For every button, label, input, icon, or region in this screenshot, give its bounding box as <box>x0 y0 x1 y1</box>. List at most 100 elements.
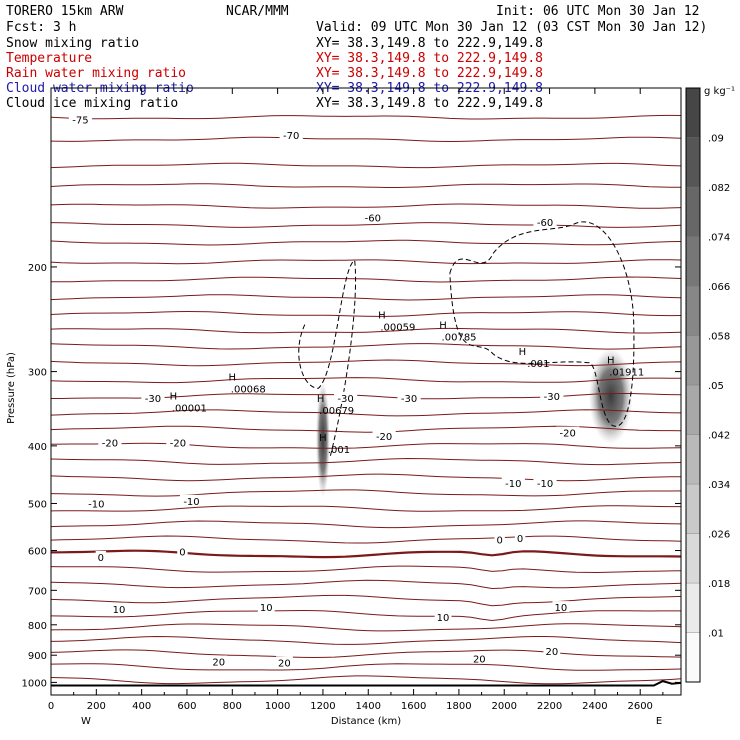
temp-label-20: 10 <box>113 605 126 616</box>
max-marker-0: H <box>170 392 178 403</box>
temp-contour-9 <box>51 294 681 301</box>
max-value-7: .01911 <box>609 368 644 379</box>
temp-contour-18 <box>51 442 681 449</box>
temp-contour-33 <box>51 663 681 671</box>
y-tick-label-3: 500 <box>28 499 47 510</box>
temp-label-bg-13 <box>533 477 557 489</box>
valid-time: Valid: 09 UTC Mon 30 Jan 12 (03 CST Mon … <box>316 20 707 35</box>
forecast-hour: Fcst: 3 h <box>6 20 76 35</box>
y-tick-label-4: 600 <box>28 547 47 558</box>
temp-contour-6 <box>51 239 681 246</box>
colorbar-tick-3: .034 <box>708 480 730 491</box>
x-tick-label-8: 1600 <box>401 701 426 712</box>
temp-label-bg-7 <box>540 390 564 402</box>
x-tick-label-0: 0 <box>48 701 54 712</box>
east-label: E <box>656 716 662 727</box>
colorbar-tick-9: .082 <box>708 183 730 194</box>
temp-label-bg-4 <box>141 391 165 403</box>
y-tick-label-2: 400 <box>28 442 47 453</box>
x-axis-title: Distance (km) <box>331 716 401 727</box>
legend-label-2: Rain water mixing ratio <box>6 66 186 81</box>
colorbar-tick-6: .058 <box>708 332 730 343</box>
colorbar-band-10 <box>685 137 701 188</box>
temp-label-27: 20 <box>545 647 558 658</box>
temp-label-24: 20 <box>212 657 225 668</box>
temp-label-4: -30 <box>145 394 161 405</box>
temp-contour-12 <box>51 343 681 350</box>
temp-contour-29 <box>51 609 681 622</box>
colorbar-tick-1: .018 <box>708 579 730 590</box>
temp-contour-14 <box>51 377 681 384</box>
temp-contour-11 <box>51 327 681 334</box>
x-tick-label-12: 2400 <box>582 701 607 712</box>
temp-contour-17 <box>51 425 681 433</box>
colorbar-band-4 <box>685 434 701 485</box>
temp-label-bg-8 <box>98 436 122 448</box>
colorbar-tick-4: .042 <box>708 431 730 442</box>
temp-label-25: 20 <box>278 658 291 669</box>
temp-label-26: 20 <box>473 655 486 666</box>
temp-label-16: 0 <box>98 553 104 564</box>
legend-label-1: Temperature <box>6 51 92 66</box>
legend-label-4: Cloud ice mixing ratio <box>6 96 178 111</box>
temp-contour-19 <box>51 457 681 466</box>
y-axis-title: Pressure (hPa) <box>6 352 17 424</box>
colorbar: .01 .018 .026 .034 .042 .05 .058 .066 .074 .082 .0… <box>685 86 735 683</box>
y-tick-label-5: 700 <box>28 586 47 597</box>
temp-contour-23 <box>51 520 681 529</box>
x-tick-label-6: 1200 <box>310 701 335 712</box>
max-value-4: .00059 <box>380 323 415 334</box>
legend-label-0: Snow mixing ratio <box>6 36 139 51</box>
x-tick-label-1: 200 <box>87 701 106 712</box>
y-tick-label-6: 800 <box>28 621 47 632</box>
west-label: W <box>81 716 91 727</box>
temp-label-8: -20 <box>102 439 118 450</box>
temp-label-bg-16 <box>95 550 107 562</box>
max-marker-7: H <box>607 356 615 367</box>
temp-contour-7 <box>51 259 681 265</box>
colorbar-band-2 <box>685 533 701 584</box>
temp-label-bg-0 <box>68 113 93 125</box>
temp-label-5: -30 <box>337 394 353 405</box>
colorbar-band-3 <box>685 483 701 534</box>
center-title: NCAR/MMM <box>226 4 289 19</box>
temp-contour-25 <box>51 549 681 559</box>
temp-label-bg-11 <box>556 426 580 438</box>
temp-label-bg-5 <box>334 391 358 403</box>
temp-contour-13 <box>51 359 681 367</box>
colorbar-band-7 <box>685 285 701 336</box>
x-tick-label-3: 600 <box>177 701 196 712</box>
temp-label-bg-21 <box>257 601 275 613</box>
temp-contour-4 <box>51 203 681 209</box>
temp-label-bg-27 <box>543 644 561 656</box>
temp-label-bg-12 <box>501 477 525 489</box>
colorbar-tick-2: .026 <box>708 530 730 541</box>
temp-label-bg-17 <box>177 545 188 557</box>
max-marker-6: H <box>519 347 527 358</box>
max-marker-1: H <box>229 372 237 383</box>
temp-label-3: -60 <box>537 218 553 229</box>
temp-label-17: 0 <box>179 547 185 558</box>
colorbar-unit: g kg⁻¹ <box>704 86 735 97</box>
temp-label-bg-6 <box>397 391 421 403</box>
x-tick-label-5: 1000 <box>265 701 290 712</box>
max-value-5: .00785 <box>442 333 477 344</box>
legend-xy-2: XY= 38.3,149.8 to 222.9,149.8 <box>316 66 543 81</box>
temp-contour-3 <box>51 183 681 188</box>
model-title: TORERO 15km ARW <box>6 4 124 19</box>
y-tick-label-0: 200 <box>28 263 47 274</box>
colorbar-band-8 <box>685 236 701 287</box>
colorbar-tick-0: .01 <box>708 629 724 640</box>
temp-contour-28 <box>51 594 681 607</box>
temp-label-13: -10 <box>537 479 553 490</box>
temp-contour-5 <box>51 222 681 228</box>
init-time: Init: 06 UTC Mon 30 Jan 12 <box>496 4 700 19</box>
temp-contour-34 <box>51 675 681 685</box>
y-tick-label-8: 1000 <box>22 678 47 689</box>
temp-label-bg-26 <box>470 652 488 664</box>
temp-label-7: -30 <box>544 392 560 403</box>
temp-label-12: -10 <box>505 479 521 490</box>
colorbar-tick-10: .09 <box>708 134 724 145</box>
temp-label-18: 0 <box>497 536 503 547</box>
